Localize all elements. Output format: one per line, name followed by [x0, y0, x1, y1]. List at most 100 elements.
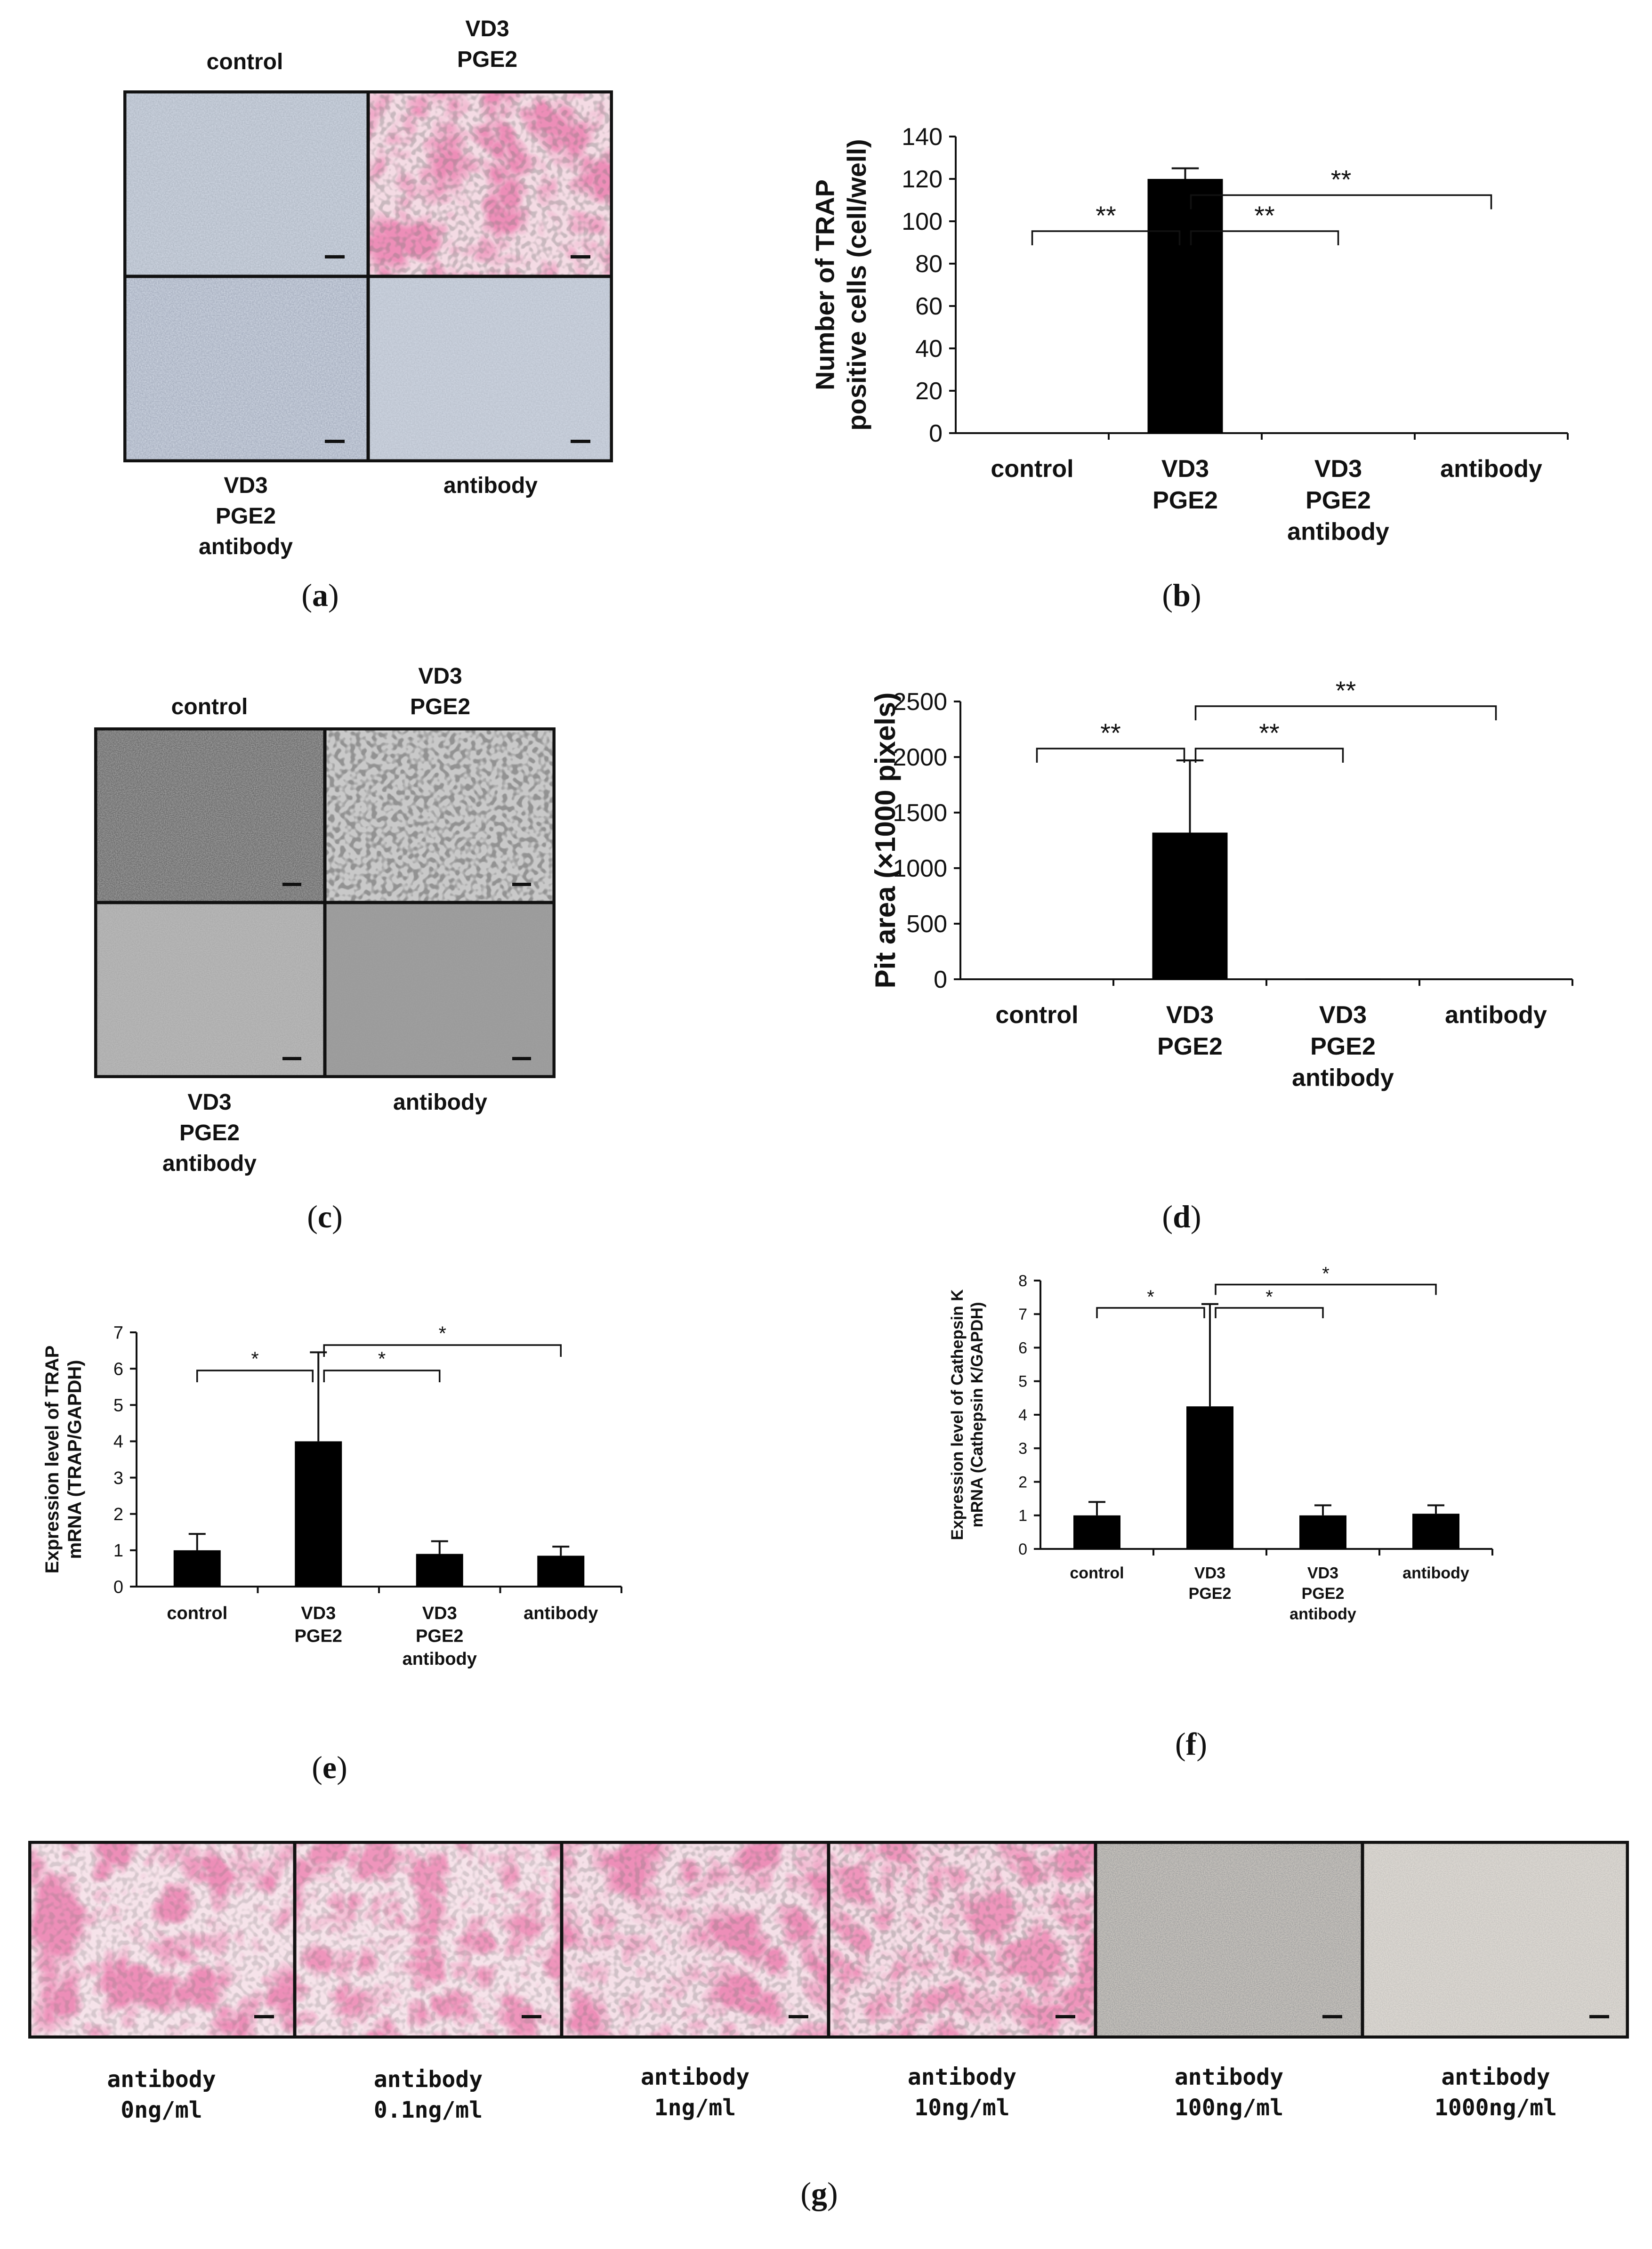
x-tick-label: control — [1070, 1564, 1124, 1582]
significance-label: ** — [1336, 676, 1356, 705]
x-tick-label: control — [995, 1001, 1078, 1029]
y-tick-label: 4 — [1018, 1406, 1027, 1424]
chart-d: 0 500 1000 1500 2000 2500 control VD3 PGE2 VD3 PGE… — [870, 676, 1573, 1091]
significance-bracket: ** — [1190, 165, 1492, 210]
panel-c-label-control: control — [171, 694, 248, 719]
significance-label: ** — [1259, 718, 1280, 748]
panel-g-micrograph-strip — [28, 1841, 1629, 2039]
significance-bracket: ** — [1031, 201, 1181, 245]
bar — [1412, 1514, 1459, 1549]
panel-g-label-3: antibody 10ng/ml — [907, 2064, 1017, 2121]
y-tick-label: 2000 — [893, 744, 947, 771]
y-tick-label: 1 — [1018, 1507, 1027, 1525]
x-tick-label: antibody — [524, 1604, 598, 1623]
panel-c-label-vd3-pge2-antibody: VD3 PGE2 antibody — [162, 1090, 257, 1176]
significance-label: * — [1147, 1287, 1154, 1307]
bar — [173, 1550, 221, 1587]
chart-f: 0 1 2 3 4 5 6 7 8 control VD3 PGE2 VD3 PGE2 antibody an… — [948, 1264, 1493, 1623]
y-tick-label: 500 — [906, 911, 947, 938]
y-tick-label: 2 — [1018, 1473, 1027, 1491]
panel-g-label-5: antibody 1000ng/ml — [1434, 2064, 1557, 2121]
panel-g-label-1: antibody 0.1ng/ml — [373, 2066, 483, 2123]
x-tick-label: VD3 PGE2 — [1157, 1001, 1223, 1060]
significance-label: * — [251, 1348, 258, 1370]
y-tick-label: 120 — [902, 166, 943, 193]
chart-b: 0 20 40 60 80 100 120 140 control VD3 PGE2 VD3 PGE2 a… — [810, 123, 1569, 545]
panel-e-caption: (e) — [312, 1749, 347, 1785]
panel-d-caption: (d) — [1162, 1199, 1201, 1234]
panel-a-caption: (a) — [301, 577, 339, 613]
significance-bracket: ** — [1036, 718, 1185, 763]
bar — [537, 1556, 585, 1587]
significance-label: * — [439, 1322, 446, 1345]
bar — [1186, 1406, 1233, 1549]
panel-g-label-4: antibody 100ng/ml — [1174, 2064, 1284, 2121]
y-tick-label: 0 — [1018, 1540, 1027, 1558]
panel-a-label-control: control — [206, 49, 283, 74]
y-tick-label: 5 — [113, 1396, 123, 1416]
y-tick-label: 100 — [902, 208, 943, 235]
panel-c-label-vd3-pge2: VD3 PGE2 — [410, 664, 471, 719]
y-tick-label: 2500 — [893, 688, 947, 716]
y-tick-label: 3 — [1018, 1440, 1027, 1458]
y-tick-label: 6 — [113, 1359, 123, 1379]
bar — [295, 1441, 342, 1587]
chart-e: 0 1 2 3 4 5 6 7 control VD3 PGE2 VD3 PGE2 antibody ant… — [42, 1322, 622, 1669]
panel-a-label-antibody: antibody — [443, 473, 538, 498]
y-tick-label: 1500 — [893, 799, 947, 827]
y-tick-label: 6 — [1018, 1339, 1027, 1357]
significance-bracket: * — [1096, 1287, 1205, 1318]
y-tick-label: 7 — [1018, 1306, 1027, 1323]
y-axis-label: Expression level of TRAP mRNA (TRAP/GAPDH… — [42, 1346, 85, 1574]
panel-c-caption: (c) — [307, 1199, 343, 1234]
significance-bracket: * — [323, 1322, 562, 1357]
y-tick-label: 140 — [902, 123, 943, 151]
y-tick-label: 4 — [113, 1432, 123, 1452]
x-tick-label: VD3 PGE2 antibody — [1289, 1564, 1356, 1623]
panel-a-label-vd3-pge2: VD3 PGE2 — [457, 16, 518, 72]
significance-label: ** — [1331, 165, 1352, 194]
y-axis-label: Pit area (×1000 pixels) — [870, 693, 901, 989]
y-tick-label: 1000 — [893, 855, 947, 882]
significance-bracket: ** — [1190, 201, 1339, 245]
significance-label: * — [1322, 1264, 1330, 1284]
panel-g-label-2: antibody 1ng/ml — [640, 2064, 750, 2121]
significance-bracket: * — [1215, 1287, 1324, 1318]
bar — [416, 1554, 463, 1587]
y-tick-label: 0 — [934, 966, 947, 993]
x-tick-label: VD3 PGE2 antibody — [1287, 455, 1389, 545]
y-tick-label: 60 — [915, 293, 943, 320]
y-tick-label: 5 — [1018, 1373, 1027, 1391]
y-axis-label: Number of TRAPpositive cells (cell/well) — [810, 139, 871, 430]
significance-bracket: ** — [1194, 718, 1344, 763]
y-axis-label: Expression level of Cathepsin KmRNA (Cat… — [948, 1290, 986, 1540]
significance-bracket: * — [196, 1348, 314, 1382]
y-tick-label: 8 — [1018, 1272, 1027, 1290]
y-tick-label: 0 — [113, 1577, 123, 1597]
significance-label: * — [1265, 1287, 1273, 1307]
y-tick-label: 40 — [915, 335, 943, 363]
significance-label: ** — [1100, 718, 1121, 748]
panel-c-label-antibody: antibody — [393, 1090, 487, 1115]
y-tick-label: 20 — [915, 378, 943, 405]
panel-f-caption: (f) — [1175, 1726, 1207, 1762]
y-tick-label: 7 — [113, 1323, 123, 1343]
y-tick-label: 0 — [929, 420, 943, 447]
panel-c-micrograph-grid — [94, 727, 556, 1078]
x-tick-label: antibody — [1440, 455, 1542, 483]
panel-b-caption: (b) — [1162, 577, 1201, 613]
significance-label: ** — [1254, 201, 1275, 230]
y-tick-label: 80 — [915, 250, 943, 278]
significance-bracket: * — [323, 1348, 441, 1382]
x-tick-label: antibody — [1445, 1001, 1547, 1029]
x-tick-label: control — [991, 455, 1073, 483]
x-tick-label: VD3 PGE2 antibody — [1292, 1001, 1394, 1091]
panel-g-caption: (g) — [800, 2176, 838, 2211]
x-tick-label: VD3 PGE2 — [1152, 455, 1218, 514]
y-tick-label: 1 — [113, 1541, 123, 1561]
y-tick-label: 2 — [113, 1505, 123, 1524]
bar — [1299, 1515, 1346, 1549]
panel-a-label-vd3-pge2-antibody: VD3 PGE2 antibody — [199, 473, 293, 559]
panel-g-label-0: antibody 0ng/ml — [107, 2066, 216, 2123]
bar — [1152, 832, 1228, 979]
